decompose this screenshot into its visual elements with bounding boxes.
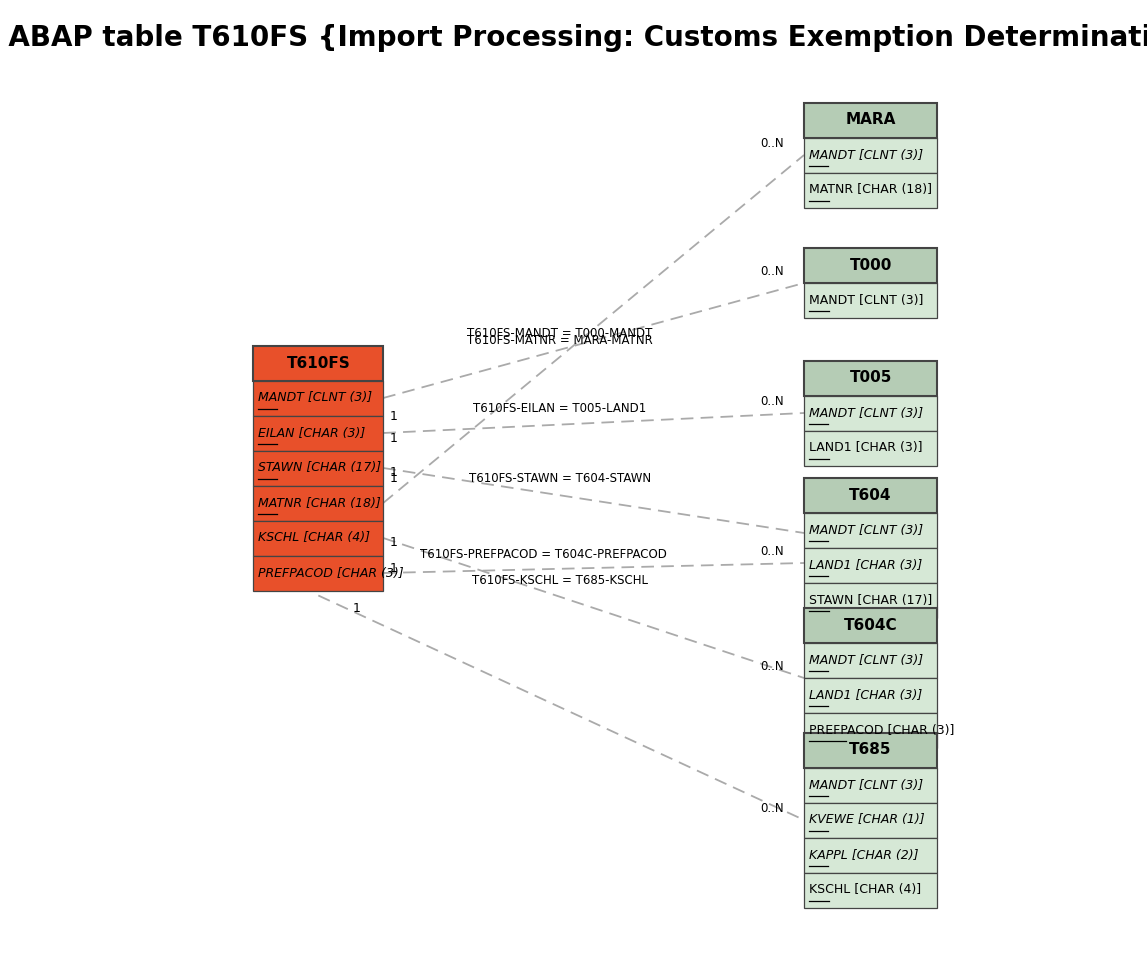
Text: 0..N: 0..N bbox=[760, 137, 783, 150]
Bar bbox=[253, 451, 383, 485]
Text: LAND1 [CHAR (3)]: LAND1 [CHAR (3)] bbox=[809, 689, 922, 702]
Text: T604: T604 bbox=[849, 488, 892, 503]
Bar bbox=[804, 643, 937, 678]
Text: KSCHL [CHAR (4)]: KSCHL [CHAR (4)] bbox=[258, 531, 370, 545]
Text: EILAN [CHAR (3)]: EILAN [CHAR (3)] bbox=[258, 427, 366, 439]
Text: 0..N: 0..N bbox=[760, 545, 783, 558]
Text: MANDT [CLNT (3)]: MANDT [CLNT (3)] bbox=[809, 524, 923, 537]
Text: KSCHL [CHAR (4)]: KSCHL [CHAR (4)] bbox=[809, 883, 921, 897]
Text: MANDT [CLNT (3)]: MANDT [CLNT (3)] bbox=[809, 149, 923, 161]
Text: SAP ABAP table T610FS {Import Processing: Customs Exemption Determination}: SAP ABAP table T610FS {Import Processing… bbox=[0, 24, 1147, 52]
Text: 1: 1 bbox=[389, 561, 397, 575]
Text: T000: T000 bbox=[850, 258, 891, 273]
Text: MANDT [CLNT (3)]: MANDT [CLNT (3)] bbox=[809, 294, 923, 307]
Bar bbox=[804, 173, 937, 208]
Bar bbox=[253, 346, 383, 381]
Text: MATNR [CHAR (18)]: MATNR [CHAR (18)] bbox=[809, 184, 931, 196]
Text: STAWN [CHAR (17)]: STAWN [CHAR (17)] bbox=[258, 461, 381, 475]
Text: T610FS-PREFPACOD = T604C-PREFPACOD: T610FS-PREFPACOD = T604C-PREFPACOD bbox=[420, 548, 666, 561]
Text: LAND1 [CHAR (3)]: LAND1 [CHAR (3)] bbox=[809, 559, 922, 572]
Bar bbox=[804, 431, 937, 465]
Text: 1: 1 bbox=[389, 466, 397, 480]
Bar bbox=[804, 513, 937, 548]
Bar bbox=[804, 608, 937, 643]
Text: 1: 1 bbox=[389, 409, 397, 423]
Bar bbox=[253, 485, 383, 521]
Text: 0..N: 0..N bbox=[760, 660, 783, 673]
Bar bbox=[253, 521, 383, 555]
Text: 0..N: 0..N bbox=[760, 802, 783, 815]
Text: KVEWE [CHAR (1)]: KVEWE [CHAR (1)] bbox=[809, 814, 924, 826]
Bar bbox=[804, 548, 937, 583]
Bar bbox=[253, 555, 383, 590]
Text: MANDT [CLNT (3)]: MANDT [CLNT (3)] bbox=[809, 778, 923, 792]
Text: T610FS-MANDT = T000-MANDT: T610FS-MANDT = T000-MANDT bbox=[467, 327, 653, 339]
Text: LAND1 [CHAR (3)]: LAND1 [CHAR (3)] bbox=[809, 441, 922, 455]
Bar bbox=[804, 396, 937, 431]
Bar bbox=[804, 137, 937, 173]
Text: 0..N: 0..N bbox=[760, 265, 783, 278]
Text: T610FS-MATNR = MARA-MATNR: T610FS-MATNR = MARA-MATNR bbox=[467, 333, 653, 347]
Text: 1: 1 bbox=[389, 431, 397, 445]
Text: 0..N: 0..N bbox=[760, 395, 783, 408]
Text: T610FS-STAWN = T604-STAWN: T610FS-STAWN = T604-STAWN bbox=[469, 472, 651, 485]
Text: T610FS: T610FS bbox=[287, 356, 350, 371]
Text: MANDT [CLNT (3)]: MANDT [CLNT (3)] bbox=[258, 391, 373, 405]
Bar bbox=[804, 248, 937, 283]
Bar bbox=[804, 837, 937, 873]
Bar bbox=[253, 415, 383, 451]
Bar bbox=[804, 360, 937, 396]
Text: MARA: MARA bbox=[845, 112, 896, 128]
Bar bbox=[804, 678, 937, 713]
Bar bbox=[253, 381, 383, 415]
Bar bbox=[804, 713, 937, 748]
Bar bbox=[804, 732, 937, 768]
Bar bbox=[804, 802, 937, 837]
Text: T604C: T604C bbox=[844, 618, 897, 633]
Bar bbox=[804, 873, 937, 907]
Text: T685: T685 bbox=[849, 743, 892, 757]
Text: PREFPACOD [CHAR (3)]: PREFPACOD [CHAR (3)] bbox=[258, 566, 404, 579]
Bar bbox=[804, 478, 937, 513]
Text: T610FS-EILAN = T005-LAND1: T610FS-EILAN = T005-LAND1 bbox=[474, 402, 647, 414]
Bar bbox=[804, 583, 937, 618]
Text: KAPPL [CHAR (2)]: KAPPL [CHAR (2)] bbox=[809, 849, 919, 861]
Bar bbox=[804, 768, 937, 802]
Text: MANDT [CLNT (3)]: MANDT [CLNT (3)] bbox=[809, 654, 923, 667]
Text: STAWN [CHAR (17)]: STAWN [CHAR (17)] bbox=[809, 594, 933, 607]
Text: T005: T005 bbox=[850, 371, 891, 385]
Bar bbox=[804, 103, 937, 137]
Text: 1: 1 bbox=[389, 472, 397, 484]
Text: 1: 1 bbox=[389, 536, 397, 550]
Text: MATNR [CHAR (18)]: MATNR [CHAR (18)] bbox=[258, 497, 381, 509]
Bar bbox=[804, 283, 937, 318]
Text: PREFPACOD [CHAR (3)]: PREFPACOD [CHAR (3)] bbox=[809, 724, 954, 737]
Text: MANDT [CLNT (3)]: MANDT [CLNT (3)] bbox=[809, 407, 923, 420]
Text: T610FS-KSCHL = T685-KSCHL: T610FS-KSCHL = T685-KSCHL bbox=[471, 574, 648, 587]
Text: 1: 1 bbox=[352, 602, 360, 615]
